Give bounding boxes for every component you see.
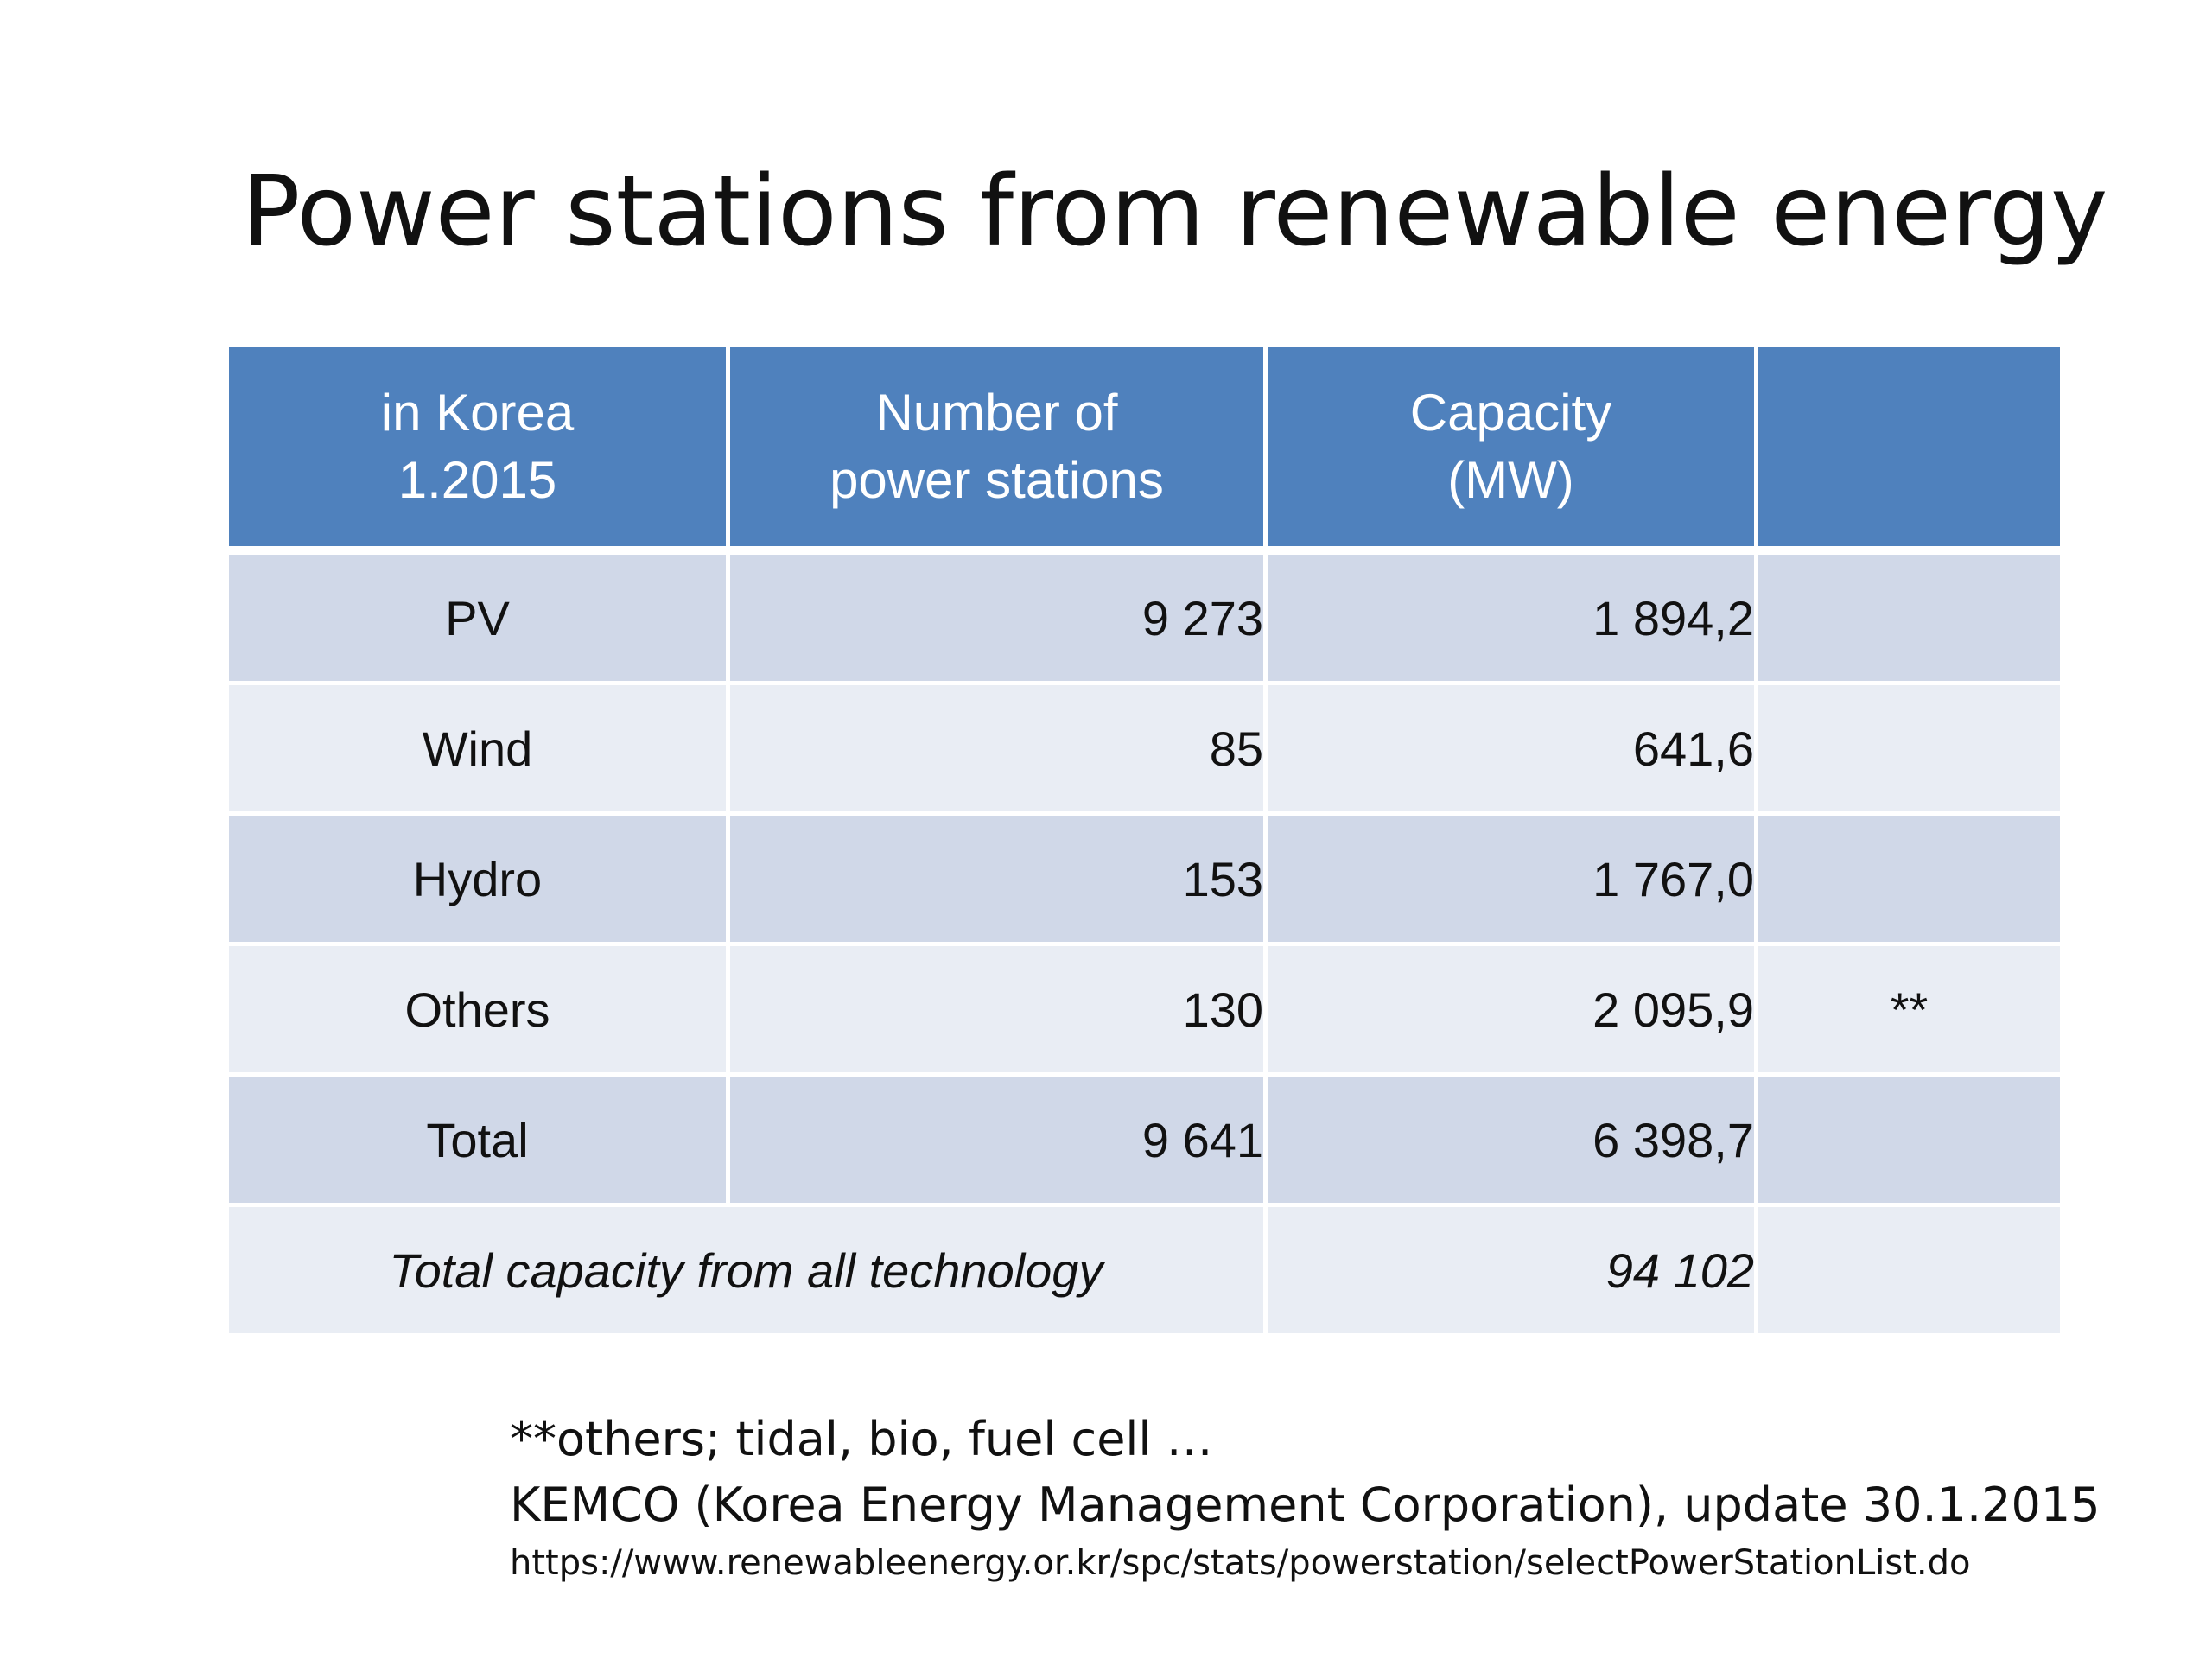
stations-value: 130 [726,942,1268,1077]
table-row: Hydro 153 1 767,0 [225,811,2064,946]
table-row: PV 9 273 1 894,2 [225,548,2064,685]
table-row-total: Total 9 641 6 398,7 [225,1072,2064,1207]
slide-title: Power stations from renewable energy [242,156,2108,268]
row-label: Others [225,942,730,1077]
table-row: Wind 85 641,6 [225,681,2064,816]
row-label: PV [225,548,730,685]
others-footnote: **others; tidal, bio, fuel cell … [510,1412,1213,1466]
source-footnote: KEMCO (Korea Energy Management Corporati… [510,1478,2101,1532]
stations-value: 85 [726,681,1268,816]
header-line: (MW) [1447,451,1574,509]
note-cell [1754,1072,2064,1207]
header-line: in Korea [380,384,575,442]
source-url: https://www.renewableenergy.or.kr/spc/st… [510,1543,1971,1583]
header-line: Capacity [1409,384,1612,442]
row-label: Total [225,1072,730,1207]
header-number-of-stations: Number of power stations [726,343,1268,555]
capacity-value: 2 095,9 [1263,942,1758,1077]
header-capacity: Capacity (MW) [1263,343,1758,555]
table-header-row: in Korea 1.2015 Number of power stations… [225,343,2064,555]
header-notes [1754,343,2064,555]
capacity-value: 1 894,2 [1263,548,1758,685]
note-cell [1754,1203,2064,1338]
power-stations-table: in Korea 1.2015 Number of power stations… [225,343,2064,1338]
note-cell [1754,548,2064,685]
row-label: Hydro [225,811,730,946]
header-line: Number of [875,384,1118,442]
note-cell [1754,811,2064,946]
table-row-summary: Total capacity from all technology 94 10… [225,1203,2064,1338]
summary-value: 94 102 [1263,1203,1758,1338]
summary-label: Total capacity from all technology [225,1203,1268,1338]
note-cell: ** [1754,942,2064,1077]
stations-value: 153 [726,811,1268,946]
capacity-value: 1 767,0 [1263,811,1758,946]
row-label: Wind [225,681,730,816]
capacity-value: 641,6 [1263,681,1758,816]
stations-value: 9 641 [726,1072,1268,1207]
header-region-date: in Korea 1.2015 [225,343,730,555]
note-cell [1754,681,2064,816]
header-line: 1.2015 [397,451,557,509]
capacity-value: 6 398,7 [1263,1072,1758,1207]
table-row: Others 130 2 095,9 ** [225,942,2064,1077]
footnotes: **others; tidal, bio, fuel cell … KEMCO … [510,1407,2152,1588]
header-line: power stations [830,451,1164,509]
stations-value: 9 273 [726,548,1268,685]
